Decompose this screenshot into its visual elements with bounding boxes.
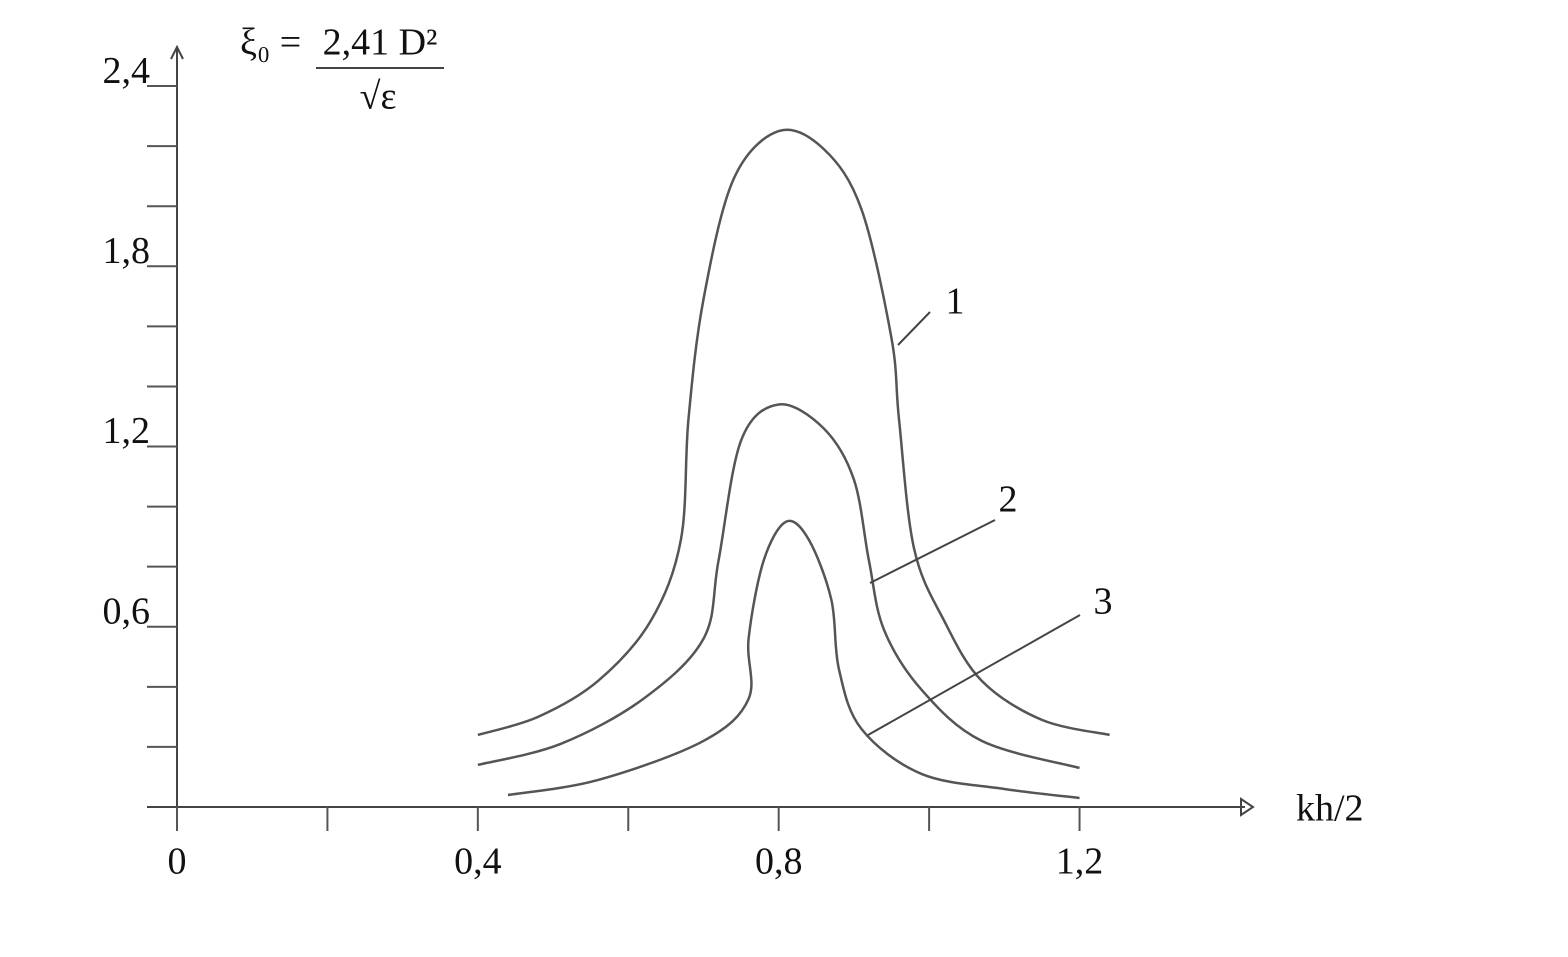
x-axis-arrow [1240, 797, 1255, 817]
formula-denominator: √ε [360, 76, 397, 118]
curve [477, 403, 1080, 770]
leader-line [869, 519, 996, 584]
leader-line [867, 614, 1081, 736]
x-tick-label: 1,2 [1056, 841, 1104, 883]
formula-numerator: 2,41 D² [323, 22, 438, 64]
y-tick-label: 1,8 [103, 230, 151, 272]
formula-lhs: ξ₀ = [240, 22, 301, 64]
y-tick-label: 1,2 [103, 410, 151, 452]
curve [507, 519, 1080, 800]
x-axis-label: kh/2 [1296, 788, 1364, 830]
x-tick-label: 0,8 [755, 841, 803, 883]
curve-label: 3 [1094, 581, 1113, 623]
curve [477, 128, 1110, 737]
curve-label: 1 [946, 281, 965, 323]
x-tick-label: 0 [168, 841, 187, 883]
x-tick-label: 0,4 [454, 841, 502, 883]
leader-line [897, 311, 931, 346]
y-axis-arrow [170, 44, 184, 60]
y-tick-label: 0,6 [103, 590, 151, 632]
y-tick-label: 2,4 [103, 50, 151, 92]
curve-label: 2 [999, 479, 1018, 521]
